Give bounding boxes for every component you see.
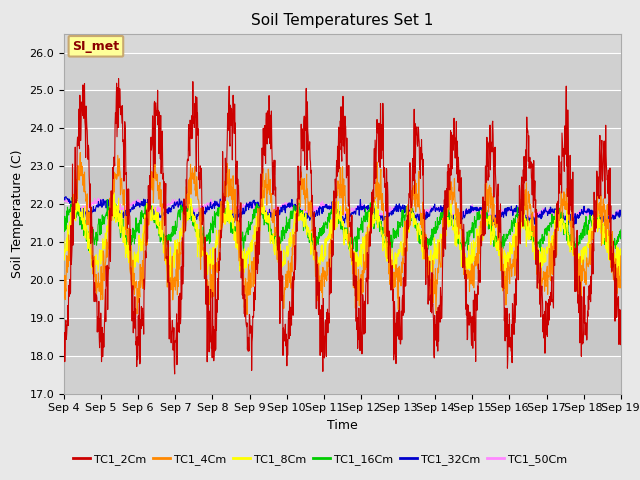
- X-axis label: Time: Time: [327, 419, 358, 432]
- Bar: [64, 242, 621, 280]
- Text: SI_met: SI_met: [72, 40, 120, 53]
- Y-axis label: Soil Temperature (C): Soil Temperature (C): [11, 149, 24, 278]
- Legend: TC1_2Cm, TC1_4Cm, TC1_8Cm, TC1_16Cm, TC1_32Cm, TC1_50Cm: TC1_2Cm, TC1_4Cm, TC1_8Cm, TC1_16Cm, TC1…: [68, 450, 572, 469]
- Title: Soil Temperatures Set 1: Soil Temperatures Set 1: [252, 13, 433, 28]
- Bar: [64, 90, 621, 128]
- Bar: [64, 52, 621, 90]
- Bar: [64, 318, 621, 356]
- Bar: [64, 356, 621, 394]
- Bar: [64, 128, 621, 166]
- Bar: [64, 204, 621, 242]
- Bar: [64, 280, 621, 318]
- Bar: [64, 166, 621, 204]
